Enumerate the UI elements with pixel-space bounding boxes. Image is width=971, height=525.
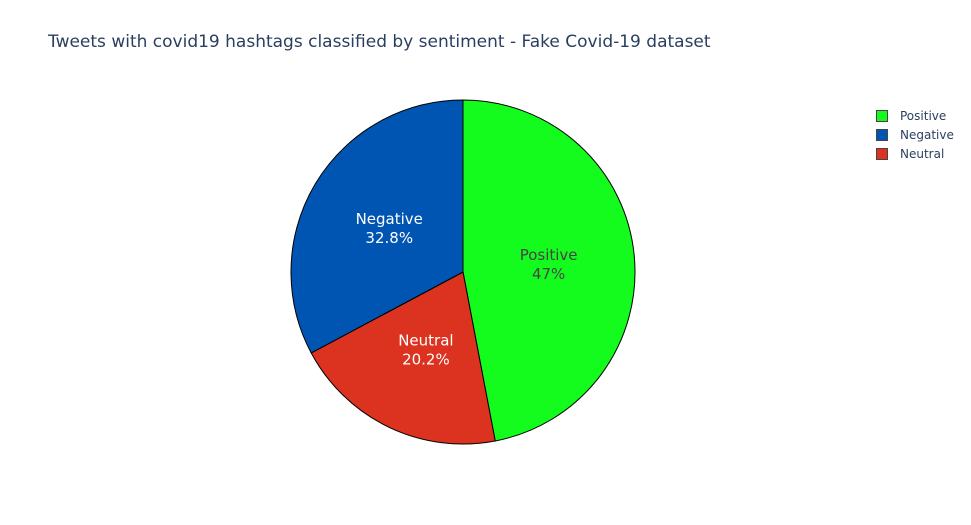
slice-label-neutral: Neutral <box>398 332 453 350</box>
slice-value-positive: 47% <box>532 265 565 283</box>
pie-slices <box>290 99 636 445</box>
pie-slice-negative[interactable] <box>290 99 464 354</box>
slice-label-positive: Positive <box>520 246 578 264</box>
legend-label-negative: Negative <box>900 127 954 142</box>
legend-item-neutral[interactable]: Neutral <box>876 144 954 163</box>
legend-swatch-neutral <box>876 147 888 160</box>
legend-label-neutral: Neutral <box>900 146 945 161</box>
slice-value-negative: 32.8% <box>365 229 413 247</box>
legend-swatch-positive <box>876 109 888 122</box>
slice-label-negative: Negative <box>356 210 423 228</box>
pie-slice-neutral[interactable] <box>310 271 496 445</box>
legend-item-negative[interactable]: Negative <box>876 125 954 144</box>
pie-slice-positive[interactable] <box>462 99 636 442</box>
slice-value-neutral: 20.2% <box>402 351 450 369</box>
legend-label-positive: Positive <box>900 108 947 123</box>
legend-item-positive[interactable]: Positive <box>876 106 954 125</box>
legend-swatch-negative <box>876 128 888 141</box>
legend: Positive Negative Neutral <box>876 106 954 163</box>
chart-title: Tweets with covid19 hashtags classified … <box>48 32 711 52</box>
